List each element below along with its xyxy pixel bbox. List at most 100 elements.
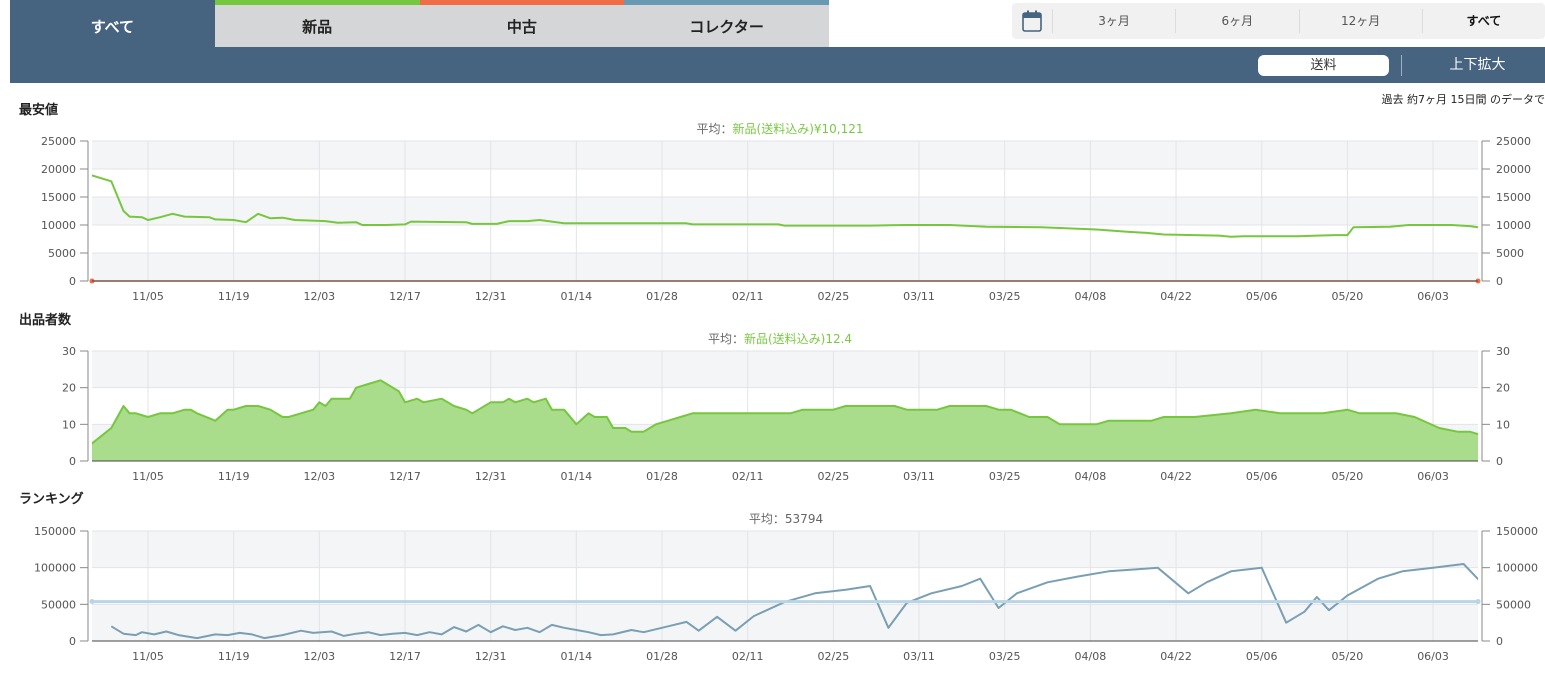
vertical-zoom-button[interactable]: 上下拡大 <box>1449 57 1506 73</box>
y-tick-label-left: 150000 <box>34 525 76 538</box>
x-tick-label: 05/20 <box>1332 470 1364 483</box>
y-tick-label-left: 10000 <box>41 219 76 232</box>
y-tick-label-left: 30 <box>62 345 76 358</box>
x-tick-label: 05/20 <box>1332 650 1364 663</box>
x-tick-label: 05/06 <box>1246 290 1278 303</box>
x-tick-label: 11/19 <box>218 650 250 663</box>
tab-new[interactable]: 新品 <box>214 0 420 47</box>
plot-band <box>92 567 1478 605</box>
x-tick-label: 05/06 <box>1246 470 1278 483</box>
y-tick-label-right: 20000 <box>1496 163 1531 176</box>
plot-band <box>92 424 1478 461</box>
x-tick-label: 01/14 <box>560 470 592 483</box>
plot-band <box>92 253 1478 281</box>
y-tick-label-right: 150000 <box>1496 525 1538 538</box>
x-tick-label: 12/03 <box>303 650 335 663</box>
x-tick-label: 02/25 <box>818 290 850 303</box>
x-tick-label: 05/20 <box>1332 290 1364 303</box>
x-tick-label: 11/19 <box>218 290 250 303</box>
y-tick-label-left: 10 <box>62 418 76 431</box>
avg-value: ¥10,121 <box>813 122 864 136</box>
y-tick-label-right: 30 <box>1496 345 1510 358</box>
x-tick-label: 12/03 <box>303 470 335 483</box>
x-tick-label: 01/28 <box>646 470 678 483</box>
series-line <box>92 379 1478 445</box>
tab-collector[interactable]: コレクター <box>624 0 829 47</box>
plot-band <box>92 351 1478 388</box>
x-tick-label: 12/31 <box>475 290 507 303</box>
y-tick-label-left: 25000 <box>41 135 76 148</box>
y-tick-label-left: 0 <box>69 635 76 648</box>
x-tick-label: 04/22 <box>1160 290 1192 303</box>
range-3m[interactable]: 3ヶ月 <box>1052 9 1175 33</box>
x-tick-label: 03/25 <box>989 650 1021 663</box>
y-tick-label-right: 100000 <box>1496 562 1538 575</box>
x-tick-label: 03/25 <box>989 290 1021 303</box>
y-tick-label-left: 20 <box>62 382 76 395</box>
range-6m[interactable]: 6ヶ月 <box>1175 9 1298 33</box>
tab-used[interactable]: 中古 <box>419 0 625 47</box>
calendar-icon[interactable] <box>1012 10 1052 32</box>
tab-all[interactable]: すべて <box>10 0 215 47</box>
x-tick-label: 03/11 <box>903 290 935 303</box>
seller-average-label: 平均：新品(送料込み)12.4 <box>708 330 852 347</box>
x-tick-label: 12/17 <box>389 290 421 303</box>
period-text: 過去 約7ヶ月 15日間 のデータで <box>1381 93 1545 106</box>
y-tick-label-right: 10000 <box>1496 219 1531 232</box>
range-all[interactable]: すべて <box>1421 9 1545 33</box>
series-point <box>89 599 95 605</box>
section-title-lowest-price: 最安値 <box>19 103 59 118</box>
price-average-label: 平均：新品(送料込み)¥10,121 <box>696 120 863 137</box>
avg-prefix: 平均： <box>707 332 744 346</box>
series-line <box>110 563 1478 640</box>
series-line <box>92 174 1478 238</box>
x-tick-label: 12/31 <box>475 650 507 663</box>
x-tick-label: 12/17 <box>389 650 421 663</box>
plot-band <box>92 169 1478 197</box>
x-tick-label: 01/14 <box>560 290 592 303</box>
series-point <box>1475 278 1481 284</box>
avg-value: 53794 <box>784 512 824 526</box>
x-tick-label: 12/17 <box>389 470 421 483</box>
y-tick-label-left: 0 <box>69 455 76 468</box>
series-area-fill <box>92 380 1478 461</box>
x-tick-label: 04/08 <box>1075 470 1107 483</box>
y-tick-label-left: 100000 <box>34 562 76 575</box>
x-tick-label: 04/22 <box>1160 650 1192 663</box>
range-selector: 3ヶ月 6ヶ月 12ヶ月 すべて <box>1012 3 1545 39</box>
plot-band <box>92 604 1478 641</box>
x-tick-label: 12/31 <box>475 470 507 483</box>
y-tick-label-right: 10 <box>1496 418 1510 431</box>
y-tick-label-right: 0 <box>1496 635 1503 648</box>
x-tick-label: 03/11 <box>903 650 935 663</box>
plot-band <box>92 225 1478 253</box>
x-tick-label: 06/03 <box>1417 290 1449 303</box>
avg-series-name: 新品(送料込み) <box>743 332 826 346</box>
x-tick-label: 11/05 <box>132 290 164 303</box>
y-tick-label-left: 20000 <box>41 163 76 176</box>
x-tick-label: 06/03 <box>1417 470 1449 483</box>
x-tick-label: 11/19 <box>218 470 250 483</box>
avg-prefix: 平均： <box>696 122 733 136</box>
x-tick-label: 02/11 <box>732 290 764 303</box>
x-tick-label: 01/14 <box>560 650 592 663</box>
x-tick-label: 06/03 <box>1417 650 1449 663</box>
range-12m[interactable]: 12ヶ月 <box>1298 9 1422 33</box>
plot-band <box>92 141 1478 169</box>
x-tick-label: 05/06 <box>1246 650 1278 663</box>
x-tick-label: 12/03 <box>303 290 335 303</box>
shipping-toggle-button[interactable]: 送料 <box>1258 55 1389 76</box>
series-point <box>1475 599 1481 605</box>
plot-band <box>92 531 1478 568</box>
x-tick-label: 04/22 <box>1160 470 1192 483</box>
x-tick-label: 11/05 <box>132 650 164 663</box>
y-tick-label-right: 15000 <box>1496 191 1531 204</box>
y-tick-label-left: 50000 <box>41 598 76 611</box>
x-tick-label: 01/28 <box>646 290 678 303</box>
condition-tabs: すべて 新品 中古 コレクター <box>10 0 829 47</box>
y-tick-label-left: 15000 <box>41 191 76 204</box>
x-tick-label: 04/08 <box>1075 650 1107 663</box>
y-tick-label-right: 20 <box>1496 382 1510 395</box>
x-tick-label: 03/11 <box>903 470 935 483</box>
y-tick-label-left: 0 <box>69 275 76 288</box>
